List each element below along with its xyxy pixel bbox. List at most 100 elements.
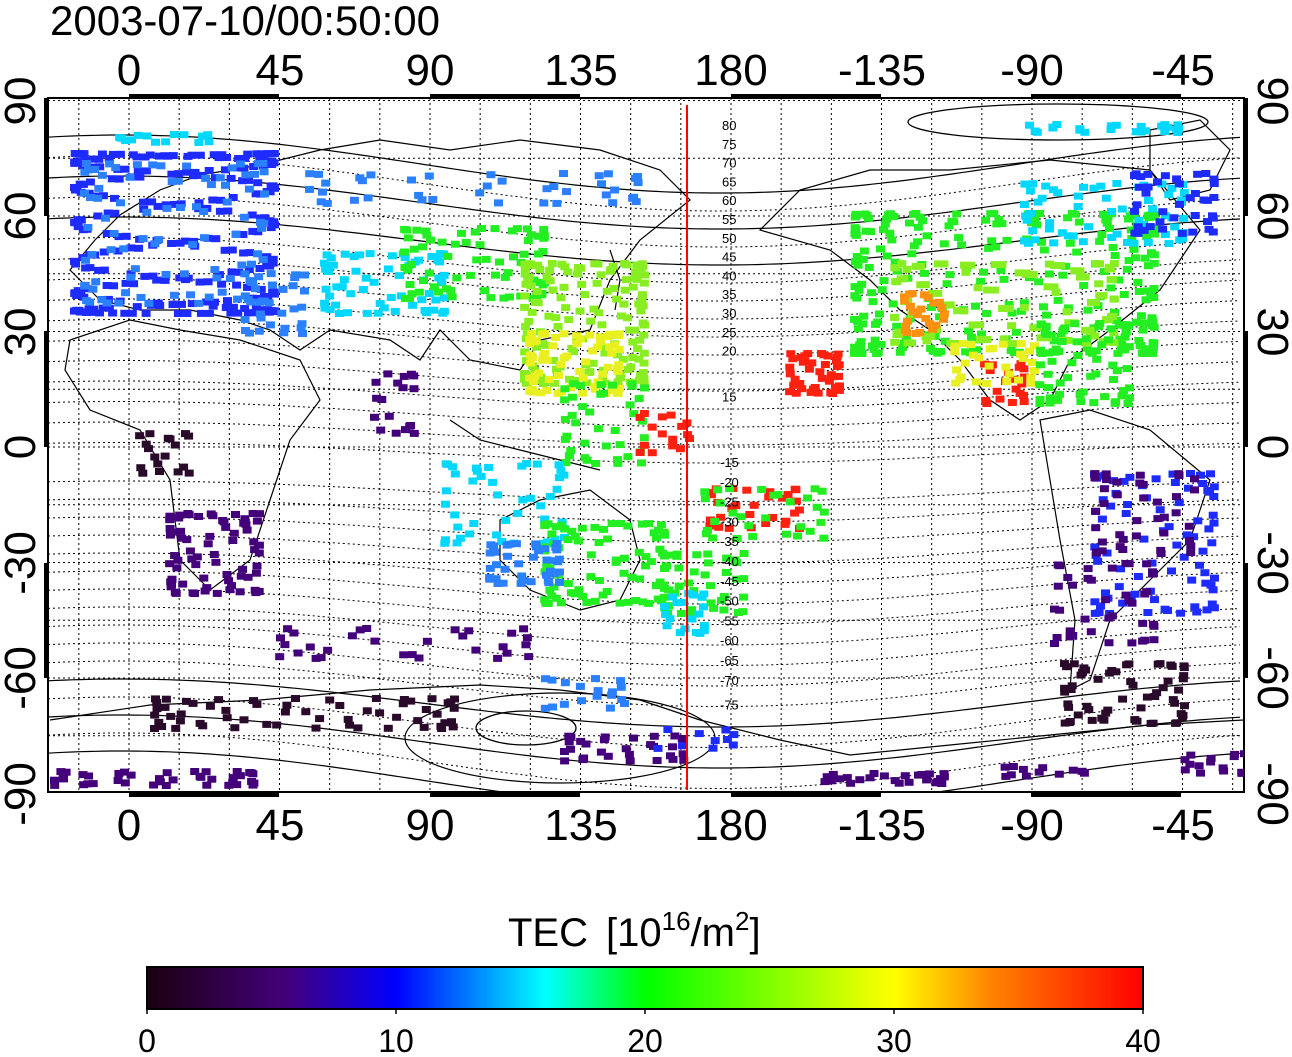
tec-sample <box>541 675 550 683</box>
tec-sample <box>1190 486 1199 494</box>
tec-sample <box>717 596 726 604</box>
tec-sample <box>890 258 900 266</box>
tec-sample <box>694 610 704 618</box>
tec-sample <box>199 574 209 582</box>
tec-sample <box>556 599 566 607</box>
tec-sample <box>641 553 651 561</box>
tec-sample <box>721 726 731 734</box>
tec-sample <box>106 246 116 254</box>
tec-sample <box>1079 664 1089 672</box>
geomag-contour <box>48 588 1241 625</box>
tec-sample <box>719 593 729 600</box>
tec-sample <box>185 547 195 555</box>
tec-sample <box>1107 207 1116 215</box>
tec-sample <box>355 174 365 182</box>
tec-sample <box>616 312 626 320</box>
tec-sample <box>1019 365 1029 373</box>
tec-sample <box>782 530 791 538</box>
tec-sample <box>1193 517 1203 525</box>
tec-sample <box>1108 361 1118 369</box>
tec-sample <box>1164 240 1174 247</box>
tec-sample <box>157 723 167 730</box>
tec-sample <box>560 435 570 443</box>
tec-sample <box>1107 564 1117 572</box>
tec-sample <box>256 314 266 322</box>
tec-sample <box>903 339 913 347</box>
tec-sample <box>486 294 496 302</box>
tec-sample <box>476 472 486 480</box>
tec-sample <box>1063 232 1073 240</box>
tec-sample <box>311 654 321 662</box>
colorbar-tick-label: 40 <box>1125 1023 1161 1057</box>
tec-sample <box>226 174 236 182</box>
tec-sample <box>879 277 889 285</box>
tec-sample <box>243 309 253 317</box>
tec-sample <box>114 299 124 307</box>
tec-sample <box>560 757 570 765</box>
tec-sample <box>578 403 588 411</box>
tec-sample <box>656 521 666 529</box>
tec-sample <box>175 511 185 519</box>
tec-sample <box>1035 361 1045 369</box>
tec-sample <box>492 561 501 569</box>
tec-sample <box>813 389 823 397</box>
tec-sample <box>426 236 435 244</box>
tec-sample <box>1149 294 1159 301</box>
tec-sample <box>713 486 723 494</box>
tec-sample <box>384 412 394 420</box>
tec-sample <box>1101 709 1111 717</box>
tec-sample <box>1042 311 1051 319</box>
colorbar-title: TEC [1016/m2] <box>508 906 761 955</box>
tec-sample <box>786 350 796 358</box>
tec-sample <box>1207 600 1217 608</box>
tec-sample <box>519 250 529 258</box>
tec-sample <box>1199 196 1209 204</box>
tec-sample <box>140 153 150 161</box>
tec-sample <box>857 350 867 357</box>
tec-sample <box>552 199 562 207</box>
tec-sample <box>960 261 969 269</box>
tec-sample <box>1056 262 1066 269</box>
tec-sample <box>902 265 912 273</box>
tec-sample <box>958 340 968 348</box>
tec-sample <box>511 540 521 548</box>
tec-sample <box>678 750 688 758</box>
tec-sample <box>262 720 272 728</box>
tec-sample <box>190 590 199 597</box>
tec-sample <box>260 214 270 222</box>
tec-sample <box>1126 678 1136 686</box>
tec-sample <box>108 309 118 317</box>
tec-sample <box>1125 384 1134 392</box>
longitude-ticks-bottom: 0 45 90 135 180 -135 -90 -45 <box>117 801 1215 850</box>
tec-sample <box>233 309 243 317</box>
tec-sample <box>240 515 250 523</box>
tec-sample <box>145 430 155 438</box>
tec-sample <box>911 330 921 337</box>
tec-sample <box>1029 324 1039 332</box>
tec-sample <box>407 290 417 298</box>
tec-sample <box>853 261 863 269</box>
tec-sample <box>921 314 931 322</box>
tec-sample <box>540 515 550 523</box>
tec-sample <box>653 744 663 752</box>
tec-sample <box>1104 336 1113 344</box>
tec-sample <box>447 718 456 726</box>
tec-sample <box>640 384 649 392</box>
tec-sample <box>901 334 911 342</box>
tec-sample <box>1053 396 1063 404</box>
tec-sample <box>680 625 690 633</box>
tec-sample <box>494 199 503 207</box>
tec-sample <box>98 192 108 200</box>
tec-sample <box>94 155 104 163</box>
tec-sample <box>957 241 967 249</box>
tec-sample <box>1149 636 1159 644</box>
lat-tick-right: -30 <box>1248 531 1292 595</box>
tec-sample <box>1097 538 1107 546</box>
tec-sample <box>610 427 620 434</box>
tec-sample <box>859 312 869 320</box>
tec-sample <box>1025 121 1034 129</box>
tec-sample <box>291 695 300 702</box>
tec-sample <box>230 724 240 732</box>
frame-bar-right <box>1243 98 1248 216</box>
tec-sample <box>1172 493 1181 501</box>
